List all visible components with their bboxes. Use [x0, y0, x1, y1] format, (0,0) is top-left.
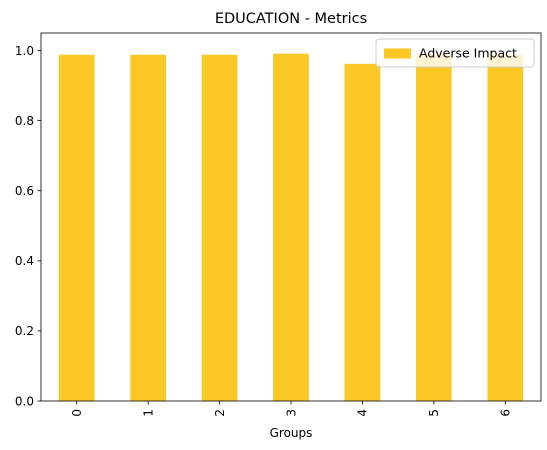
legend-swatch [384, 48, 411, 59]
y-tick-label: 0.0 [15, 394, 34, 408]
x-tick-label-1: 1 [141, 409, 155, 417]
y-tick-label: 0.6 [15, 184, 34, 198]
x-tick-label-4: 4 [356, 409, 370, 417]
bar-6 [487, 54, 524, 401]
x-tick-label-3: 3 [284, 409, 298, 417]
legend: Adverse Impact [375, 38, 535, 68]
legend-box [375, 38, 535, 68]
plot-area: 0.0 0.2 0.4 0.6 0.8 1.0 0 1 2 3 4 5 6 [15, 32, 542, 417]
y-tick-label: 0.2 [15, 324, 34, 338]
bar-1 [130, 54, 166, 401]
bar-0 [58, 54, 95, 401]
y-tick-label: 0.8 [15, 114, 34, 128]
legend-label: Adverse Impact [419, 46, 517, 61]
bar-5 [416, 54, 452, 401]
bar-3 [273, 53, 309, 402]
x-tick-label-6: 6 [499, 409, 513, 417]
x-tick-label-0: 0 [70, 409, 84, 417]
y-tick-label: 1.0 [15, 44, 34, 58]
y-tick-label: 0.4 [15, 254, 34, 268]
x-tick-label-2: 2 [213, 409, 227, 417]
x-tick-label-5: 5 [427, 409, 441, 417]
bar-2 [201, 54, 238, 401]
x-axis-label: Groups [270, 426, 313, 440]
bar-4 [344, 63, 381, 402]
chart-title: EDUCATION - Metrics [215, 11, 367, 27]
